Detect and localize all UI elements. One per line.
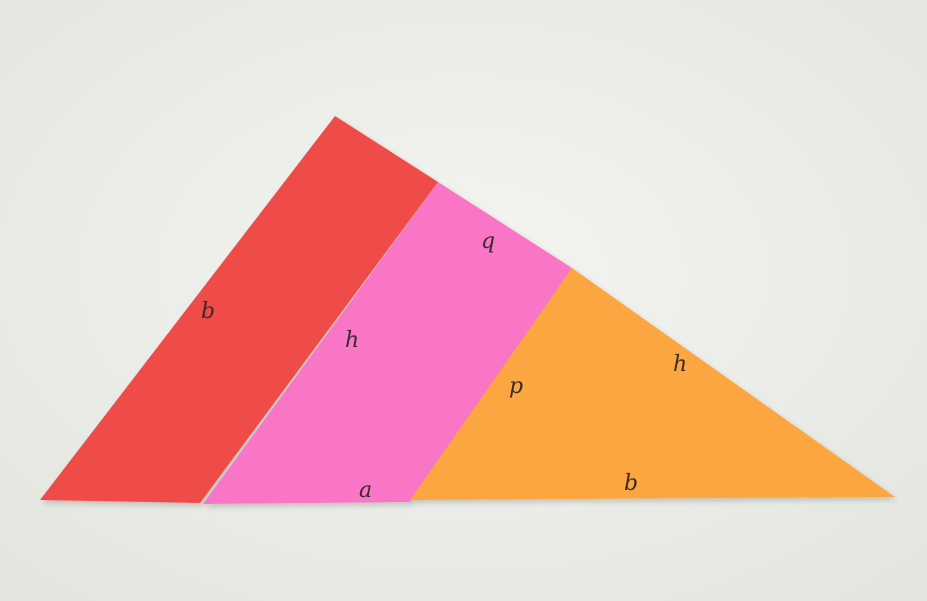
orange-triangle-shape [410,268,895,500]
pink-parallelogram: q h a [203,182,572,504]
pink-label-a: a [359,478,372,503]
pink-parallelogram-shape [203,182,572,504]
red-triangle-shape [40,116,438,503]
orange-label-b: b [624,471,638,496]
orange-label-h: h [673,352,687,377]
orange-triangle: p h b [410,268,895,500]
red-triangle: b [40,116,438,503]
pink-label-h: h [345,328,359,353]
orange-label-p: p [509,374,523,399]
red-triangle-label-b: b [201,299,215,324]
pink-label-q: q [481,229,495,254]
